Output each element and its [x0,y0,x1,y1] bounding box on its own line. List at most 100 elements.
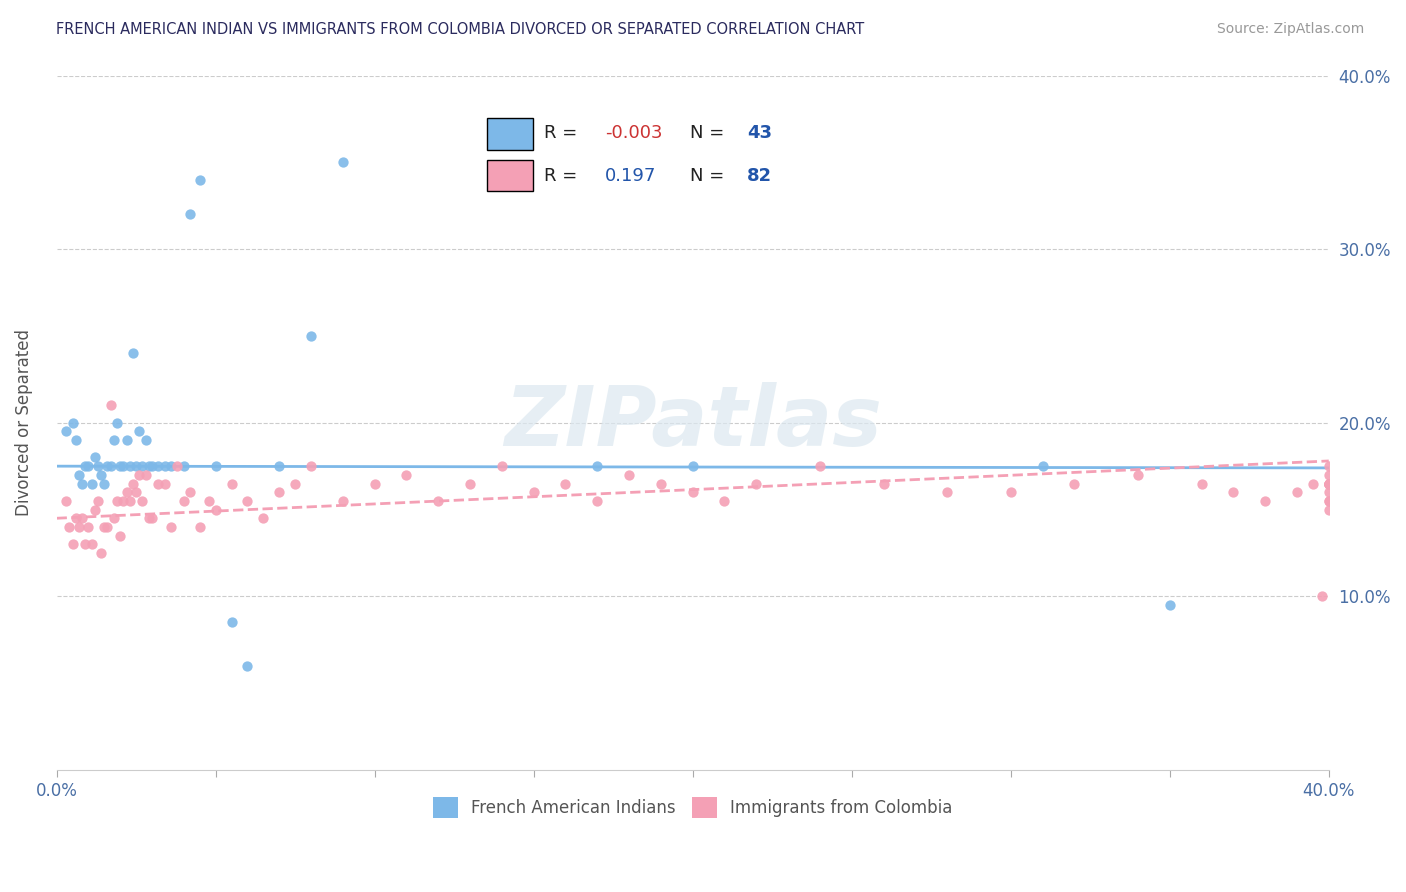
Point [135,433,157,447]
Point [713,494,735,508]
Point [188,172,211,186]
Point [682,485,704,500]
Point [1317,476,1340,491]
Point [166,459,188,474]
Point [204,502,226,516]
Point [299,459,322,474]
Point [1317,502,1340,516]
Point [427,494,450,508]
Point [131,459,153,474]
Point [62,537,84,551]
Point [100,459,122,474]
Point [1031,459,1053,474]
Point [67,520,90,534]
Point [65,511,87,525]
Point [135,467,157,482]
Point [55,425,77,439]
Point [1191,476,1213,491]
Point [332,155,354,169]
Point [90,546,112,560]
Point [160,459,183,474]
Point [1317,459,1340,474]
Point [269,459,291,474]
Point [80,537,103,551]
Point [1126,467,1149,482]
Point [1317,476,1340,491]
Point [160,520,183,534]
Point [1254,494,1277,508]
Text: ZIPatlas: ZIPatlas [503,383,882,463]
Point [395,467,418,482]
Point [138,511,160,525]
Point [87,459,110,474]
Point [103,433,125,447]
Point [131,494,153,508]
Point [458,476,481,491]
Point [284,476,307,491]
Point [299,329,322,343]
Point [75,459,97,474]
Point [141,459,163,474]
Point [1302,476,1324,491]
Text: Source: ZipAtlas.com: Source: ZipAtlas.com [1216,22,1364,37]
Point [179,207,201,221]
Point [173,494,195,508]
Point [188,520,211,534]
Point [115,485,138,500]
Point [617,467,640,482]
Point [236,494,259,508]
Point [1317,476,1340,491]
Point [173,459,195,474]
Point [650,476,672,491]
Point [204,459,226,474]
Point [745,476,768,491]
Point [93,520,115,534]
Point [80,476,103,491]
Point [83,502,105,516]
Point [148,459,170,474]
Point [77,459,100,474]
Point [110,528,132,542]
Point [112,494,135,508]
Point [153,476,176,491]
Point [87,494,110,508]
Point [141,511,163,525]
Point [221,615,243,630]
Point [523,485,546,500]
Point [236,658,259,673]
Point [1317,476,1340,491]
Point [122,346,145,360]
Point [112,459,135,474]
Point [105,494,128,508]
Point [77,520,100,534]
Point [1317,476,1340,491]
Point [67,467,90,482]
Point [179,485,201,500]
Point [198,494,221,508]
Point [363,476,385,491]
Point [1000,485,1022,500]
Point [1312,590,1334,604]
Point [90,467,112,482]
Point [138,459,160,474]
Point [103,511,125,525]
Point [118,494,141,508]
Point [1222,485,1244,500]
Point [491,459,513,474]
Point [100,398,122,412]
Point [1285,485,1308,500]
Point [93,476,115,491]
Point [1317,494,1340,508]
Point [586,494,609,508]
Point [936,485,959,500]
Point [252,511,274,525]
Point [115,433,138,447]
Point [221,476,243,491]
Point [105,416,128,430]
Point [75,537,97,551]
Point [118,459,141,474]
Point [125,485,148,500]
Y-axis label: Divorced or Separated: Divorced or Separated [15,329,32,516]
Point [70,511,93,525]
Point [148,476,170,491]
